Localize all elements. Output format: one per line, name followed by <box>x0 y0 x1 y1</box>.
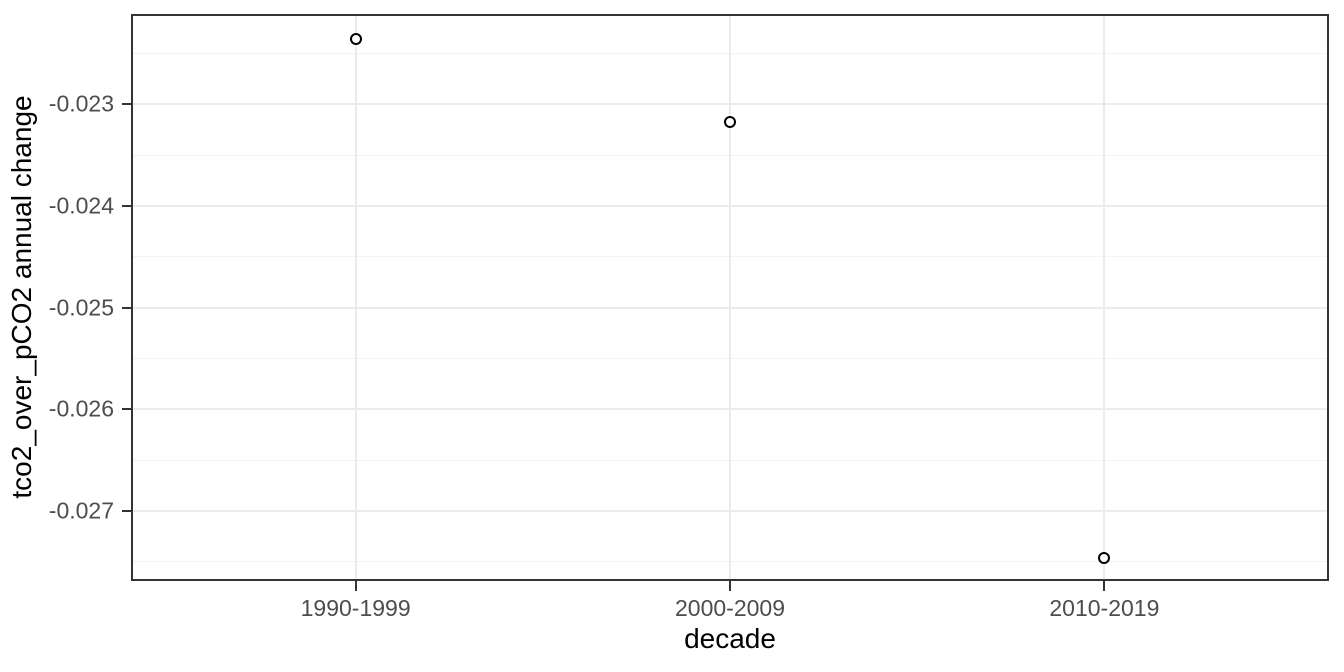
gridline-major-x <box>729 14 731 581</box>
x-axis-tick-label: 1990-1999 <box>300 595 411 621</box>
gridline-major-x <box>1103 14 1106 581</box>
y-axis-tick-label: -0.027 <box>48 497 114 524</box>
y-axis-tick-label: -0.025 <box>48 294 114 321</box>
y-axis-tick-mark <box>122 103 131 106</box>
y-axis-tick-mark <box>122 408 131 411</box>
y-axis-tick-label: -0.026 <box>48 395 114 422</box>
plot-panel <box>131 14 1329 581</box>
data-point <box>1098 551 1111 564</box>
data-point <box>724 115 736 128</box>
y-axis: -0.023 -0.024 -0.025 -0.026 -0.027 <box>0 14 131 581</box>
x-axis-tick-label: 2010-2019 <box>1049 595 1160 621</box>
y-axis-tick-label: -0.024 <box>48 192 114 219</box>
x-axis-tick-mark <box>1103 581 1106 591</box>
data-point <box>349 33 362 46</box>
x-axis-tick-mark <box>354 581 357 591</box>
y-axis-tick-label: -0.023 <box>48 90 114 117</box>
x-axis-tick-label: 2000-2009 <box>675 595 785 621</box>
y-axis-tick-mark <box>122 205 131 208</box>
y-axis-tick-mark <box>122 509 131 512</box>
x-axis: 1990-1999 2000-2009 2010-2019 <box>131 581 1329 672</box>
y-axis-tick-mark <box>122 306 131 309</box>
x-axis-tick-mark <box>729 581 731 591</box>
gridline-major-x <box>354 14 357 581</box>
x-axis-title: decade <box>684 623 776 654</box>
